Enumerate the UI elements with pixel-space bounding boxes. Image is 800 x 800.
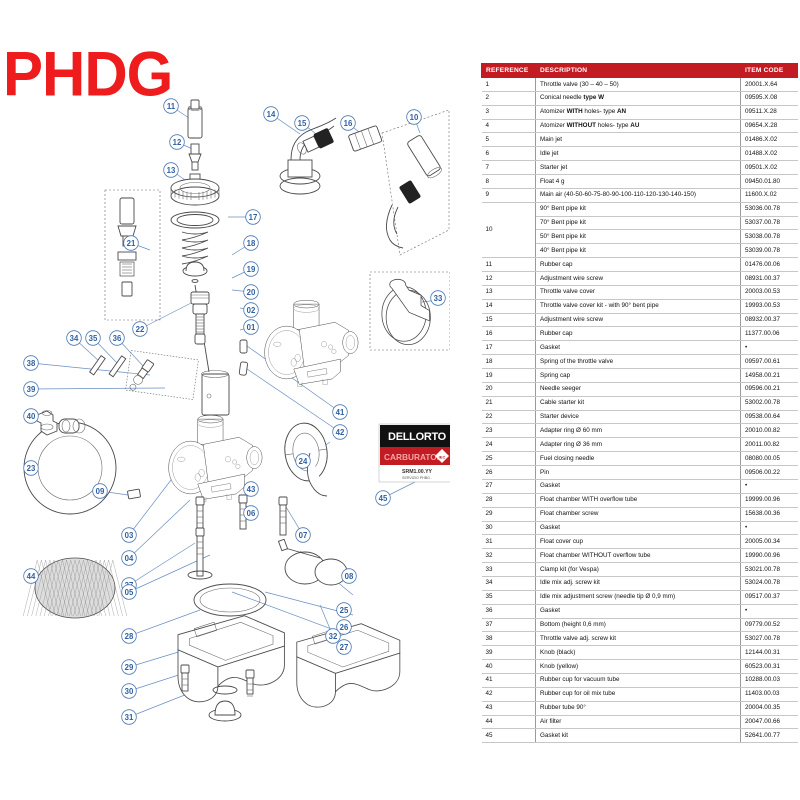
svg-text:10: 10 [410,113,419,122]
svg-text:22: 22 [136,325,145,334]
svg-text:30: 30 [125,687,134,696]
svg-text:01: 01 [247,323,256,332]
svg-text:25: 25 [340,606,349,615]
svg-text:SRM1.00.YY: SRM1.00.YY [402,469,433,475]
svg-text:SERVIZIO PHBG .: SERVIZIO PHBG . [402,476,432,480]
svg-text:33: 33 [434,294,443,303]
svg-text:16: 16 [344,119,353,128]
svg-text:35: 35 [89,334,98,343]
svg-text:24: 24 [299,457,308,466]
svg-text:12: 12 [173,138,182,147]
svg-text:03: 03 [125,531,134,540]
svg-text:19: 19 [247,265,256,274]
svg-text:20: 20 [247,288,256,297]
svg-text:41: 41 [336,408,345,417]
svg-text:05: 05 [125,588,134,597]
svg-text:36: 36 [113,334,122,343]
svg-text:15: 15 [298,119,307,128]
svg-text:07: 07 [299,531,308,540]
svg-text:23: 23 [27,464,36,473]
svg-text:04: 04 [125,554,134,563]
svg-text:09: 09 [96,487,105,496]
svg-text:39: 39 [27,385,36,394]
svg-text:34: 34 [70,334,79,343]
svg-text:11: 11 [167,102,176,111]
svg-text:32: 32 [329,632,338,641]
svg-text:31: 31 [125,713,134,722]
svg-text:28: 28 [125,632,134,641]
svg-text:17: 17 [249,213,258,222]
svg-text:44: 44 [27,572,36,581]
svg-text:40: 40 [27,412,36,421]
svg-text:45: 45 [379,494,388,503]
svg-text:29: 29 [125,663,134,672]
svg-text:21: 21 [127,239,136,248]
svg-text:13: 13 [167,166,176,175]
svg-text:26: 26 [340,623,349,632]
svg-text:43: 43 [247,485,256,494]
svg-text:02: 02 [247,306,256,315]
svg-text:CARBURATORI: CARBURATORI [384,452,445,462]
svg-text:IEC: IEC [439,455,446,460]
svg-text:42: 42 [336,428,345,437]
svg-text:06: 06 [247,509,256,518]
svg-text:14: 14 [267,110,276,119]
svg-text:DELLORTO: DELLORTO [388,431,447,443]
svg-text:27: 27 [340,643,349,652]
svg-text:38: 38 [27,359,36,368]
svg-text:18: 18 [247,239,256,248]
svg-text:08: 08 [345,572,354,581]
